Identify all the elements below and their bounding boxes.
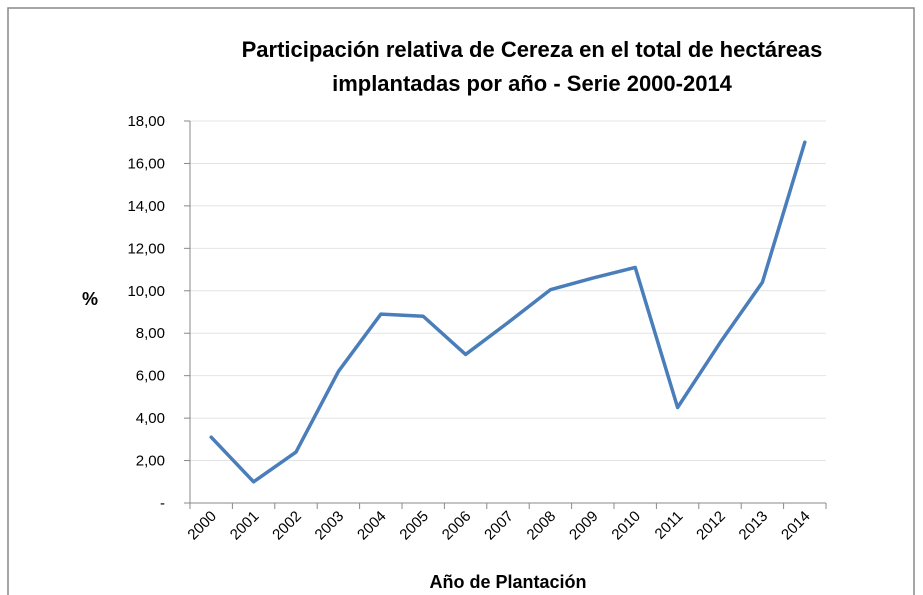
y-tick-label: 6,00: [136, 368, 165, 385]
y-axis-label: %: [82, 289, 98, 309]
data-line: [209, 140, 807, 484]
y-tick-label: 14,00: [127, 198, 165, 215]
chart-border: [7, 7, 915, 595]
y-tick-label: 2,00: [136, 453, 165, 470]
y-tick-label: 8,00: [136, 325, 165, 342]
chart-title: Participación relativa de Cereza en el t…: [242, 37, 823, 62]
x-axis-label: Año de Plantación: [429, 572, 586, 592]
y-tick-label: 16,00: [127, 155, 165, 172]
y-tick-label: 10,00: [127, 283, 165, 300]
y-tick-label: -: [160, 495, 165, 512]
y-tick-label: 18,00: [127, 113, 165, 130]
y-tick-label: 4,00: [136, 410, 165, 427]
chart-title: implantadas por año - Serie 2000-2014: [332, 71, 733, 96]
y-tick-label: 12,00: [127, 240, 165, 257]
